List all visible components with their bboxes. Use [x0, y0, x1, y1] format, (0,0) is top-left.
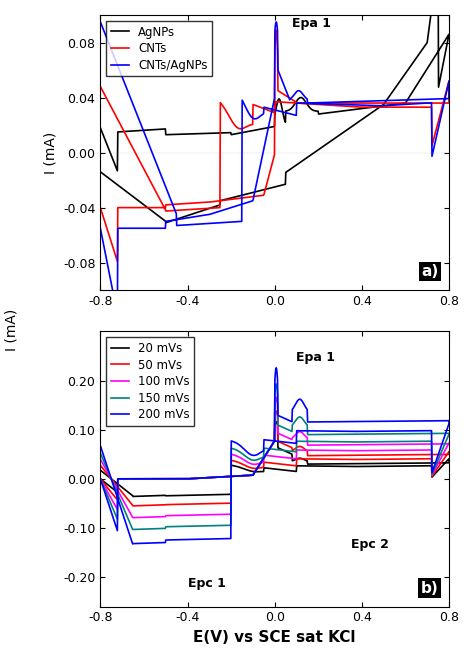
150 mVs — [98, 475, 103, 483]
Line: 200 mVs: 200 mVs — [100, 368, 449, 544]
20 mVs — [110, 485, 116, 493]
CNTs — [223, 196, 228, 204]
CNTs — [115, 257, 120, 265]
Line: 50 mVs: 50 mVs — [100, 411, 449, 506]
20 mVs — [142, 492, 148, 500]
CNTs — [273, 26, 279, 34]
Y-axis label: I (mA): I (mA) — [44, 131, 57, 174]
200 mVs — [98, 475, 103, 483]
50 mVs — [314, 455, 319, 463]
20 mVs — [413, 459, 419, 467]
Text: I (mA): I (mA) — [5, 309, 19, 351]
150 mVs — [273, 380, 279, 388]
50 mVs — [438, 459, 444, 467]
20 mVs — [222, 473, 228, 480]
50 mVs — [413, 451, 419, 459]
AgNPs — [314, 147, 319, 155]
Text: Epa 1: Epa 1 — [292, 17, 331, 30]
150 mVs — [130, 525, 136, 533]
100 mVs — [222, 473, 228, 480]
200 mVs — [142, 539, 148, 547]
20 mVs — [130, 492, 136, 500]
100 mVs — [314, 446, 319, 454]
CNTs — [110, 245, 116, 253]
100 mVs — [98, 455, 103, 463]
Line: CNTs/AgNPs: CNTs/AgNPs — [100, 22, 449, 314]
200 mVs — [222, 473, 228, 480]
Text: Epc 1: Epc 1 — [188, 577, 226, 590]
200 mVs — [110, 515, 116, 523]
CNTs — [98, 204, 103, 212]
CNTs/AgNPs — [98, 18, 103, 26]
50 mVs — [130, 502, 136, 510]
CNTs — [438, 110, 443, 118]
150 mVs — [222, 473, 228, 480]
100 mVs — [438, 455, 444, 463]
AgNPs — [438, 70, 444, 78]
AgNPs — [222, 129, 228, 137]
200 mVs — [130, 540, 136, 548]
150 mVs — [413, 430, 419, 438]
CNTs/AgNPs — [223, 205, 228, 213]
CNTs — [313, 100, 319, 108]
CNTs — [142, 166, 147, 174]
100 mVs — [130, 513, 136, 521]
Text: b): b) — [421, 581, 438, 595]
Text: Epa 1: Epa 1 — [296, 351, 336, 364]
CNTs — [414, 99, 419, 107]
CNTs — [98, 82, 103, 90]
20 mVs — [98, 475, 103, 483]
100 mVs — [142, 513, 148, 521]
50 mVs — [273, 407, 279, 415]
CNTs/AgNPs — [110, 290, 116, 298]
20 mVs — [98, 466, 103, 474]
200 mVs — [314, 427, 319, 435]
150 mVs — [110, 506, 116, 513]
CNTs/AgNPs — [413, 96, 419, 104]
Line: 100 mVs: 100 mVs — [100, 397, 449, 517]
100 mVs — [273, 393, 279, 401]
CNTs/AgNPs — [98, 224, 103, 232]
20 mVs — [314, 462, 319, 470]
100 mVs — [98, 475, 103, 483]
Legend: 20 mVs, 50 mVs, 100 mVs, 150 mVs, 200 mVs: 20 mVs, 50 mVs, 100 mVs, 150 mVs, 200 mV… — [106, 337, 194, 426]
50 mVs — [222, 473, 228, 480]
AgNPs — [163, 218, 169, 226]
Line: CNTs: CNTs — [100, 30, 449, 261]
200 mVs — [413, 417, 419, 425]
CNTs/AgNPs — [142, 130, 148, 138]
200 mVs — [438, 444, 444, 451]
20 mVs — [438, 464, 444, 472]
Line: AgNPs: AgNPs — [100, 0, 449, 222]
150 mVs — [98, 449, 103, 457]
AgNPs — [142, 201, 147, 209]
Text: Epc 2: Epc 2 — [351, 538, 389, 550]
50 mVs — [98, 475, 103, 483]
50 mVs — [98, 461, 103, 469]
X-axis label: E(V) vs SCE sat KCl: E(V) vs SCE sat KCl — [193, 630, 356, 645]
CNTs/AgNPs — [438, 114, 444, 121]
CNTs/AgNPs — [115, 310, 120, 318]
Line: 20 mVs: 20 mVs — [100, 422, 449, 496]
50 mVs — [142, 502, 148, 510]
AgNPs — [98, 168, 103, 176]
Legend: AgNPs, CNTs, CNTs/AgNPs: AgNPs, CNTs, CNTs/AgNPs — [106, 21, 212, 77]
150 mVs — [438, 449, 444, 457]
100 mVs — [110, 498, 116, 506]
CNTs/AgNPs — [314, 100, 319, 108]
AgNPs — [98, 124, 103, 132]
Text: a): a) — [421, 264, 438, 279]
150 mVs — [142, 525, 148, 533]
Line: 150 mVs: 150 mVs — [100, 384, 449, 529]
50 mVs — [110, 491, 116, 499]
150 mVs — [314, 438, 319, 446]
20 mVs — [273, 418, 279, 426]
100 mVs — [413, 440, 419, 448]
200 mVs — [273, 364, 279, 372]
AgNPs — [413, 82, 419, 90]
AgNPs — [110, 157, 116, 165]
200 mVs — [98, 442, 103, 449]
